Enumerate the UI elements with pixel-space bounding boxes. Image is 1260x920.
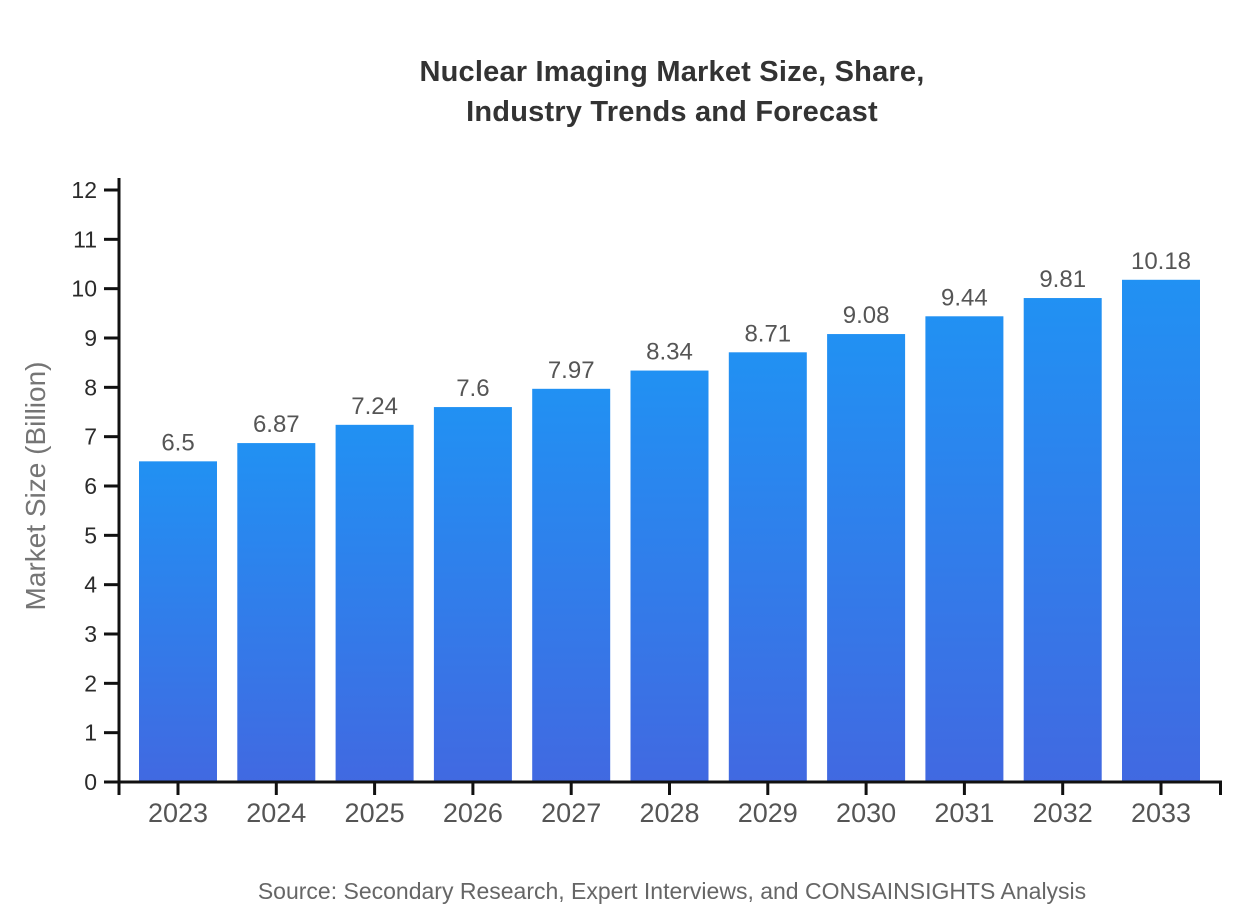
x-tick-label: 2025 xyxy=(345,798,405,828)
y-tick-label: 11 xyxy=(73,226,97,252)
bar-value-label: 7.6 xyxy=(456,375,489,402)
y-tick-label: 1 xyxy=(84,720,97,746)
y-tick-label: 7 xyxy=(84,424,97,450)
bar-2025 xyxy=(335,424,414,782)
bar-2024 xyxy=(237,443,316,782)
y-tick-label: 6 xyxy=(84,473,97,499)
y-tick-label: 8 xyxy=(84,374,97,400)
x-tick-label: 2026 xyxy=(443,798,503,828)
x-tick-label: 2027 xyxy=(541,798,601,828)
bar-value-label: 9.44 xyxy=(941,284,988,311)
bar-2030 xyxy=(827,334,906,782)
x-tick-label: 2028 xyxy=(639,798,699,828)
x-tick-label: 2030 xyxy=(836,798,896,828)
bar-2026 xyxy=(433,407,512,782)
bar-value-label: 9.81 xyxy=(1039,266,1086,293)
bar-2031 xyxy=(925,316,1004,782)
bar-value-label: 9.08 xyxy=(843,302,890,329)
y-axis-title: Market Size (Billion) xyxy=(20,361,51,611)
bar-value-label: 6.87 xyxy=(253,411,300,438)
source-note: Source: Secondary Research, Expert Inter… xyxy=(257,878,1087,904)
chart-title: Nuclear Imaging Market Size, Share, Indu… xyxy=(0,52,1260,132)
bar-2023 xyxy=(139,461,217,782)
bar-value-label: 6.5 xyxy=(161,429,194,456)
y-tick-label: 3 xyxy=(84,621,97,647)
chart-title-line2: Industry Trends and Forecast xyxy=(466,96,878,128)
x-tick-label: 2023 xyxy=(148,798,208,828)
bar-value-label: 8.71 xyxy=(744,320,791,347)
y-tick-label: 5 xyxy=(84,522,97,548)
bar-value-label: 7.24 xyxy=(351,393,398,420)
bar-2033 xyxy=(1122,279,1200,782)
x-tick-label: 2029 xyxy=(738,798,798,828)
bar-2032 xyxy=(1023,298,1102,782)
x-tick-label: 2024 xyxy=(246,798,306,828)
y-tick-label: 12 xyxy=(71,177,97,203)
bar-value-label: 8.34 xyxy=(646,339,693,366)
y-tick-label: 10 xyxy=(71,276,97,302)
y-tick-label: 2 xyxy=(84,670,97,696)
x-tick-label: 2032 xyxy=(1033,798,1093,828)
y-tick-label: 4 xyxy=(84,572,97,598)
y-tick-label: 0 xyxy=(84,769,97,795)
bar-value-label: 7.97 xyxy=(548,357,595,384)
bar-2027 xyxy=(532,388,611,782)
y-tick-label: 9 xyxy=(84,325,97,351)
x-tick-label: 2033 xyxy=(1131,798,1191,828)
bar-2028 xyxy=(630,370,709,782)
x-tick-label: 2031 xyxy=(934,798,994,828)
chart-title-line1: Nuclear Imaging Market Size, Share, xyxy=(419,56,925,88)
bar-2029 xyxy=(728,352,807,782)
bar-value-label: 10.18 xyxy=(1131,248,1191,275)
